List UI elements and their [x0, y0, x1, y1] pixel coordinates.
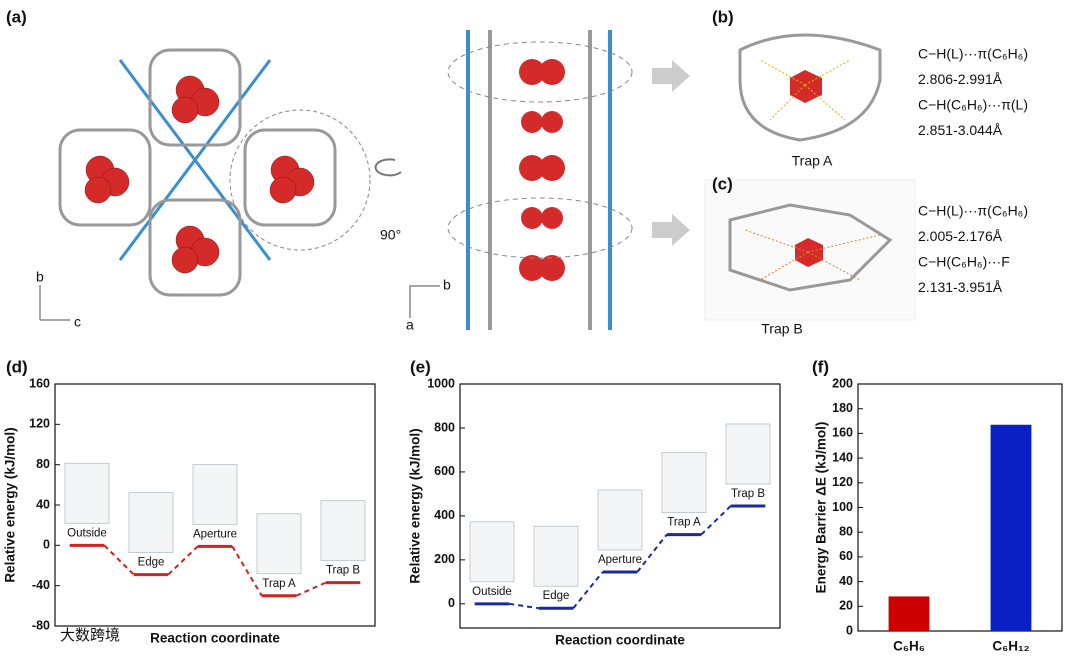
- y-tick-label: 100: [832, 500, 853, 514]
- y-tick-label: 120: [29, 417, 50, 431]
- distance-range: 2.005-2.176Å: [918, 228, 1003, 244]
- connector: [572, 571, 604, 609]
- plot-frame: [459, 383, 781, 629]
- connector: [103, 544, 135, 576]
- y-axis-label: Energy Barrier ΔE (kJ/mol): [814, 422, 829, 594]
- level-label: Outside: [472, 586, 512, 598]
- interaction-label: C−H(C₆H₆)···F: [918, 254, 1010, 270]
- artwork: [39, 30, 916, 330]
- inset-structure: [256, 513, 302, 575]
- y-tick-label: 200: [832, 376, 853, 390]
- inset-structure: [597, 489, 643, 551]
- y-tick-label: 40: [36, 497, 50, 511]
- bar: [990, 424, 1032, 631]
- y-tick-label: 800: [434, 420, 455, 434]
- x-axis-label: Reaction coordinate: [555, 633, 685, 648]
- inset-structure: [320, 500, 366, 562]
- connector: [700, 505, 732, 536]
- inset-structure: [128, 492, 174, 553]
- inset-structure: [533, 525, 579, 587]
- panel-label: (b): [712, 7, 734, 26]
- level-label: Aperture: [193, 528, 237, 540]
- level-label: Trap B: [326, 565, 360, 577]
- y-tick-label: 180: [832, 401, 853, 415]
- connector: [295, 581, 327, 597]
- y-tick-label: 160: [29, 376, 50, 390]
- interaction-label: C−H(C₆H₆)···π(L): [918, 97, 1028, 113]
- y-axis-label: Relative energy (kJ/mol): [3, 427, 18, 582]
- y-tick-label: 60: [839, 549, 853, 563]
- panel-label: (f): [812, 357, 829, 376]
- inset-structure: [64, 462, 110, 524]
- watermark: 大数跨境: [60, 626, 120, 644]
- x-tick-label: C₆H₆: [893, 639, 925, 654]
- y-tick-label: 140: [832, 450, 853, 464]
- y-tick-label: 120: [832, 475, 853, 489]
- distance-range: 2.806-2.991Å: [918, 71, 1003, 87]
- panel-label: (a): [6, 7, 27, 26]
- interaction-label: C−H(L)···π(C₆H₆): [918, 46, 1028, 62]
- y-tick-label: 400: [434, 508, 455, 522]
- inset-structure: [725, 423, 771, 485]
- inset-structure: [661, 452, 707, 513]
- level-label: Trap A: [667, 517, 701, 529]
- caption: Trap A: [792, 153, 833, 169]
- y-tick-label: 0: [846, 623, 853, 637]
- level-label: Edge: [138, 557, 165, 569]
- connector: [509, 602, 539, 610]
- x-tick-label: C₆H₁₂: [992, 639, 1029, 654]
- level-label: Trap B: [731, 488, 765, 500]
- bar: [888, 596, 930, 631]
- y-tick-label: 40: [839, 574, 853, 588]
- caption: Trap B: [761, 321, 803, 337]
- inset-structure: [469, 521, 515, 583]
- panel-label: (c): [712, 174, 733, 193]
- y-tick-label: -40: [32, 578, 50, 592]
- connector: [231, 545, 263, 597]
- y-tick-label: -80: [32, 618, 50, 632]
- level-label: Aperture: [598, 554, 642, 566]
- y-tick-label: 160: [832, 426, 853, 440]
- y-tick-label: 0: [43, 538, 50, 552]
- y-tick-label: 80: [36, 457, 50, 471]
- panel-label: (e): [410, 357, 431, 376]
- level-label: Outside: [67, 527, 107, 539]
- y-axis-label: Relative energy (kJ/mol): [408, 428, 423, 583]
- rotation-label: 90°: [380, 227, 401, 243]
- distance-range: 2.851-3.044Å: [918, 122, 1003, 138]
- y-tick-label: 1000: [427, 376, 455, 390]
- axis-letter: b: [36, 269, 44, 285]
- axis-letter: c: [74, 314, 81, 330]
- x-axis-label: Reaction coordinate: [150, 631, 280, 646]
- axis-letter: a: [406, 317, 414, 333]
- y-tick-label: 20: [839, 599, 853, 613]
- interaction-label: C−H(L)···π(C₆H₆): [918, 203, 1028, 219]
- y-tick-label: 200: [434, 552, 455, 566]
- connector: [167, 545, 199, 576]
- distance-range: 2.131-3.951Å: [918, 279, 1003, 295]
- y-tick-label: 600: [434, 464, 455, 478]
- inset-structure: [192, 463, 238, 525]
- axis-letter: b: [443, 277, 451, 293]
- y-tick-label: 80: [839, 524, 853, 538]
- y-tick-label: 0: [448, 596, 455, 610]
- level-label: Edge: [543, 590, 570, 602]
- panel-label: (d): [6, 357, 28, 376]
- level-label: Trap A: [262, 578, 296, 590]
- connector: [636, 533, 668, 573]
